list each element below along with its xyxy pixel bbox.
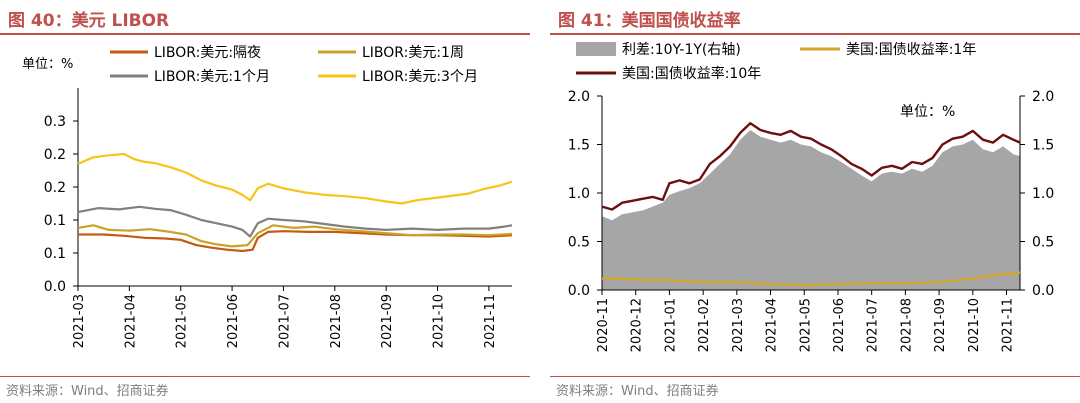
series-line <box>601 271 1021 287</box>
y2-tick-label: 1.0 <box>1032 186 1054 202</box>
legend-label: LIBOR:美元:1周 <box>362 45 464 61</box>
source-note: 资料来源：Wind、招商证券 <box>556 384 719 399</box>
x-tick-label: 2021-06 <box>226 294 241 348</box>
x-tick-label: 2021-07 <box>866 298 881 352</box>
y2-tick-label: 0.5 <box>1032 235 1054 251</box>
legend-label: 利差:10Y-1Y(右轴) <box>622 42 741 58</box>
chart-panel-treasury: 图 41：美国国债收益率 0.0 0.0 0.5 0.5 1.0 1.0 1.5 1.5 2.0… <box>550 0 1080 403</box>
x-tick-label: 2021-11 <box>1001 298 1016 352</box>
bottom-rule <box>550 376 1080 377</box>
series-line <box>77 152 513 205</box>
x-tick-label: 2021-01 <box>663 298 678 352</box>
chart-panel-libor: 图 40：美元 LIBOR 0.0 0.1 0.1 0.2 0.2 0.3 2021-03 2… <box>0 0 530 403</box>
unit-label: 单位：% <box>22 57 73 72</box>
y-tick-label: 0.3 <box>44 114 66 130</box>
x-tick-label: 2021-03 <box>72 294 87 348</box>
chart-libor: 0.0 0.1 0.1 0.2 0.2 0.3 2021-03 2021-04 2021-05 2… <box>22 45 513 348</box>
series-line <box>77 205 513 238</box>
y-tick-label: 0.1 <box>44 246 66 262</box>
series-area <box>602 130 1020 290</box>
x-tick-label: 2021-07 <box>277 294 292 348</box>
title-rule <box>550 33 1080 35</box>
x-tick-label: 2021-04 <box>765 298 780 352</box>
x-tick-label: 2021-03 <box>731 298 746 352</box>
x-tick-label: 2021-09 <box>933 298 948 352</box>
series-line <box>601 122 1021 211</box>
y-tick-label: 0.0 <box>568 283 590 299</box>
y2-tick-label: 1.5 <box>1032 138 1054 154</box>
chart-title: 图 41：美国国债收益率 <box>558 11 741 31</box>
legend-label: 美国:国债收益率:1年 <box>846 41 976 58</box>
y2-tick-label: 0.0 <box>1032 283 1054 299</box>
x-tick-label: 2020-11 <box>596 298 611 352</box>
x-tick-label: 2021-10 <box>432 294 447 348</box>
series-line <box>77 224 513 248</box>
x-tick-label: 2021-09 <box>380 294 395 348</box>
y-tick-label: 0.2 <box>44 147 66 163</box>
unit-label: 单位：% <box>900 104 955 120</box>
x-tick-label: 2021-05 <box>175 294 190 348</box>
source-note: 资料来源：Wind、招商证券 <box>6 384 169 399</box>
y-tick-label: 0.2 <box>44 180 66 196</box>
x-tick-label: 2021-02 <box>697 298 712 352</box>
title-rule <box>0 33 530 35</box>
chart-title: 图 40：美元 LIBOR <box>8 11 170 31</box>
chart-treasury: 0.0 0.0 0.5 0.5 1.0 1.0 1.5 1.5 2.0 2.0 2020-11 202… <box>568 41 1055 352</box>
y2-tick-label: 2.0 <box>1032 89 1054 105</box>
x-tick-label: 2021-04 <box>123 294 138 348</box>
x-tick-label: 2021-08 <box>899 298 914 352</box>
x-tick-label: 2021-06 <box>832 298 847 352</box>
legend-label: LIBOR:美元:3个月 <box>362 69 478 85</box>
x-tick-label: 2021-10 <box>967 298 982 352</box>
legend-swatch <box>576 42 616 56</box>
y-tick-label: 0.1 <box>44 213 66 229</box>
x-tick-label: 2020-12 <box>630 298 645 352</box>
legend-label: LIBOR:美元:1个月 <box>154 69 270 85</box>
legend-label: 美国:国债收益率:10年 <box>622 65 761 82</box>
y-tick-label: 1.0 <box>568 186 590 202</box>
x-tick-label: 2021-08 <box>329 294 344 348</box>
x-tick-label: 2021-05 <box>798 298 813 352</box>
y-tick-label: 0.5 <box>568 235 590 251</box>
y-tick-label: 2.0 <box>568 89 590 105</box>
bottom-rule <box>0 376 530 377</box>
x-tick-label: 2021-11 <box>483 294 498 348</box>
y-tick-label: 0.0 <box>44 279 66 295</box>
y-tick-label: 1.5 <box>568 138 590 154</box>
legend-label: LIBOR:美元:隔夜 <box>154 45 261 61</box>
